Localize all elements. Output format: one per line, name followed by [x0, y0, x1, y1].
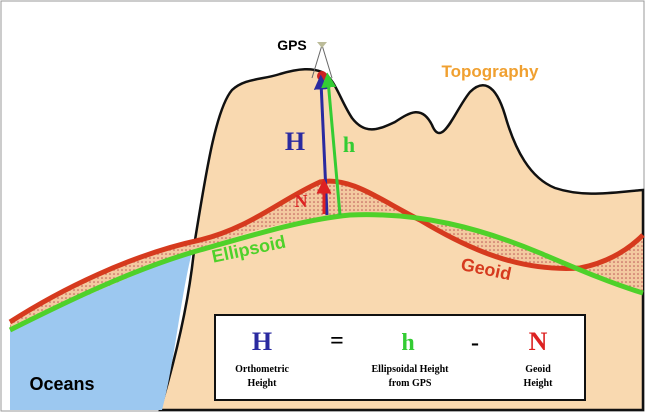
eq-caption: Ellipsoidal Height — [372, 364, 450, 375]
eq-caption: Orthometric — [235, 364, 289, 375]
ocean — [10, 252, 192, 410]
h-arrow — [321, 72, 342, 216]
antenna — [321, 44, 333, 79]
eq-minus: - — [471, 330, 479, 356]
oceans-label: Oceans — [29, 374, 94, 394]
antenna-head — [317, 42, 327, 48]
ellipsoid-line — [8, 212, 644, 333]
eq-H: H — [252, 327, 272, 356]
eq-N: N — [529, 327, 548, 356]
gps-point — [317, 71, 327, 81]
topography-label: Topography — [442, 62, 539, 81]
h-label: h — [343, 132, 355, 157]
equation-box — [214, 314, 586, 401]
eq-caption: Height — [524, 378, 554, 389]
H-label: H — [285, 127, 305, 156]
gps-label: GPS — [277, 37, 307, 53]
eq-caption: Height — [248, 378, 278, 389]
antenna — [311, 44, 323, 79]
eq-caption: Geoid — [525, 364, 551, 375]
N-label: N — [295, 191, 308, 211]
eq-equals: = — [330, 328, 344, 354]
eq-h: h — [401, 330, 414, 356]
eq-caption: from GPS — [389, 378, 432, 389]
